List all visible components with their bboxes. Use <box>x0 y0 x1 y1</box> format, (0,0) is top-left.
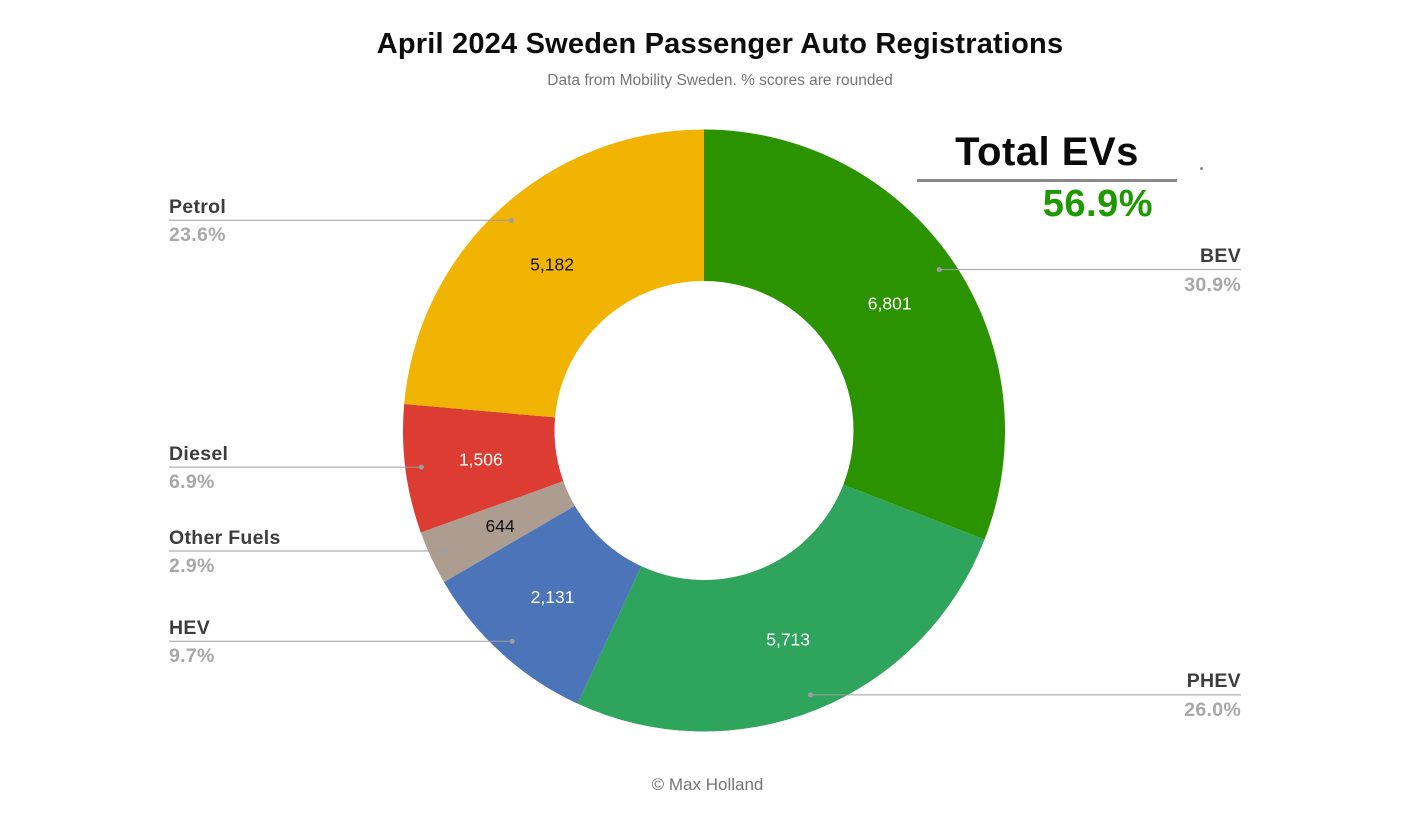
callout-petrol-percent: 23.6% <box>169 224 226 247</box>
decorative-dot <box>1200 167 1203 170</box>
leader-dot-petrol <box>509 217 515 223</box>
callout-bev-label: BEV <box>1200 245 1241 268</box>
donut-slice-phev <box>577 484 985 732</box>
donut-slice-bev <box>704 129 1005 540</box>
callout-petrol-label: Petrol <box>169 195 227 218</box>
total-evs-title: Total EVs <box>917 131 1177 182</box>
callout-other-fuels-percent: 2.9% <box>169 555 215 578</box>
slice-value-other-fuels: 644 <box>486 516 515 536</box>
callout-bev-percent: 30.9% <box>1184 273 1241 296</box>
total-evs-box: Total EVs 56.9% <box>917 131 1177 225</box>
callout-diesel-label: Diesel <box>169 442 229 465</box>
slice-value-diesel: 1,506 <box>459 450 503 470</box>
leader-dot-phev <box>808 692 814 698</box>
callout-phev-label: PHEV <box>1186 670 1241 693</box>
callout-other-fuels-label: Other Fuels <box>169 526 281 549</box>
page-title: April 2024 Sweden Passenger Auto Registr… <box>376 28 1064 60</box>
slice-value-hev: 2,131 <box>531 587 575 607</box>
donut-slice-diesel <box>403 404 564 533</box>
donut-slice-hev <box>443 505 642 704</box>
callout-hev-percent: 9.7% <box>169 645 215 668</box>
leader-dot-bev <box>936 267 942 273</box>
total-evs-value: 56.9% <box>1042 183 1153 225</box>
callout-hev-label: HEV <box>169 616 210 639</box>
page-subtitle: Data from Mobility Sweden. % scores are … <box>547 72 893 89</box>
donut-slice-petrol <box>404 129 704 418</box>
page-credit: © Max Holland <box>651 775 764 794</box>
slice-value-phev: 5,713 <box>766 629 810 649</box>
callout-phev-percent: 26.0% <box>1184 698 1241 721</box>
donut-slice-other-fuels <box>420 481 575 583</box>
slice-value-bev: 6,801 <box>868 294 912 314</box>
slice-value-petrol: 5,182 <box>530 255 574 275</box>
leader-dot-other-fuels <box>443 548 449 554</box>
callout-diesel-percent: 6.9% <box>169 471 215 494</box>
leader-dot-diesel <box>418 464 424 470</box>
leader-dot-hev <box>509 638 515 644</box>
